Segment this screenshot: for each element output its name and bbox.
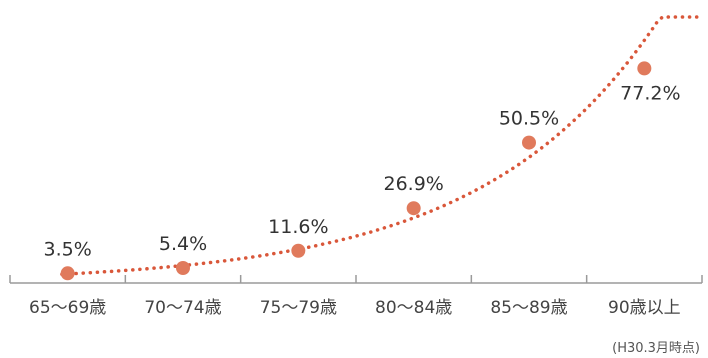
trendline <box>60 15 702 276</box>
data-label: 3.5% <box>44 238 92 260</box>
data-label: 11.6% <box>268 216 328 238</box>
data-label: 50.5% <box>499 108 559 130</box>
data-points <box>60 61 652 281</box>
data-point <box>406 201 421 216</box>
x-tick-label: 75〜79歳 <box>260 298 337 318</box>
x-tick-label: 85〜89歳 <box>490 298 567 318</box>
data-point <box>637 61 652 76</box>
data-labels: 3.5% 5.4% 11.6% 26.9% 50.5% 77.2% <box>44 82 681 260</box>
data-label: 26.9% <box>383 173 443 195</box>
x-tick-label: 70〜74歳 <box>144 298 221 318</box>
data-label: 5.4% <box>159 233 207 255</box>
date-note: (H30.3月時点) <box>612 341 700 356</box>
x-tick-label: 80〜84歳 <box>375 298 452 318</box>
data-point <box>60 266 75 281</box>
x-axis <box>9 275 703 284</box>
x-tick-label: 90歳以上 <box>608 298 681 318</box>
data-point <box>176 260 190 275</box>
data-point <box>522 135 536 150</box>
x-tick-labels: 65〜69歳 70〜74歳 75〜79歳 80〜84歳 85〜89歳 90歳以上 <box>29 298 681 318</box>
trendline-layer <box>60 15 702 276</box>
x-tick-label: 65〜69歳 <box>29 298 106 318</box>
data-label: 77.2% <box>620 82 680 104</box>
data-point <box>291 243 306 258</box>
